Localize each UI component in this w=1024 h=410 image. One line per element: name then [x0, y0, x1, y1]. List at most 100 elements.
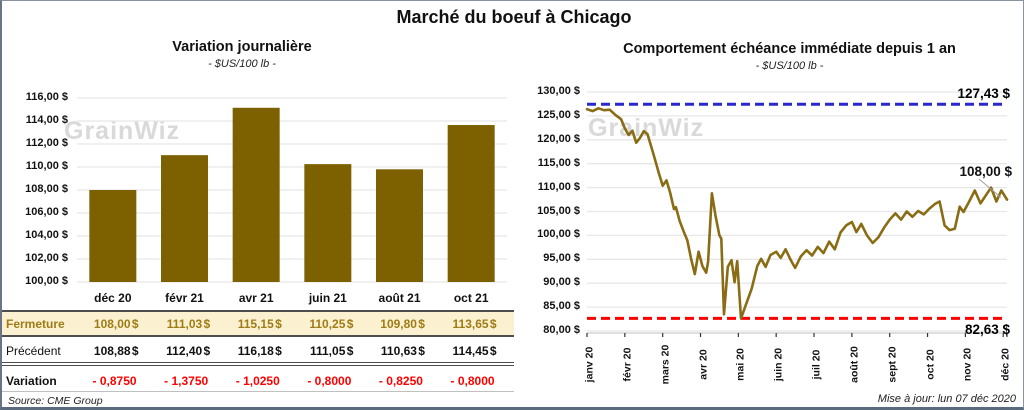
currency-sign: $	[346, 316, 354, 331]
y-tick-label: 114,00 $	[25, 114, 68, 126]
y-tick-label: 116,00 $	[25, 91, 68, 103]
currency-sign: $	[275, 343, 282, 358]
cell-value: 112,40	[166, 343, 203, 358]
currency-sign: $	[203, 343, 211, 358]
table-cell: 116,18 $	[220, 344, 292, 358]
currency-sign: $	[489, 343, 497, 358]
low-reference-label: 82,63 $	[964, 322, 1010, 337]
page-title: Marché du boeuf à Chicago	[396, 7, 632, 27]
x-tick-label: oct 20	[924, 349, 937, 380]
y-tick-label: 125,00 $	[537, 108, 580, 121]
category-label: août 21	[378, 291, 421, 305]
y-tick-label: 85,00 $	[543, 300, 580, 313]
table-row-fermeture: Fermeture 108,00 $111,03 $115,15 $110,25 $109…	[2, 310, 514, 337]
row-label: Fermeture	[6, 316, 65, 331]
table-cell: - 0,8000	[435, 374, 507, 388]
bar-févr 21	[161, 155, 208, 282]
y-tick-label: 105,00 $	[537, 204, 580, 217]
cell-value: 108,88	[93, 343, 131, 358]
cell-value: 109,80	[380, 316, 417, 331]
high-reference-label: 127,43 $	[957, 86, 1010, 101]
category-label: oct 21	[453, 291, 489, 305]
x-tick-label: mars 20	[659, 344, 672, 385]
cell-value: - 1,0250	[235, 373, 280, 388]
x-tick-label: déc 20	[999, 348, 1012, 381]
bar-chart-subtitle: - $US/100 lb -	[208, 58, 276, 70]
cell-value: 111,05	[309, 343, 346, 358]
y-tick-label: 120,00 $	[537, 132, 580, 145]
row-label: Précédent	[6, 343, 61, 358]
source-note: Source: CME Group	[8, 395, 103, 407]
currency-sign: $	[131, 343, 139, 358]
table-cell: - 0,8250	[363, 374, 435, 388]
table-cell: 108,88 $	[77, 344, 149, 358]
table-row-precedent: Précédent 108,88 $112,40 $116,18 $111,05 $110…	[2, 339, 514, 366]
update-note: Mise à jour: lun 07 déc 2020	[877, 393, 1016, 405]
table-cell: 109,80 $	[363, 317, 435, 331]
x-tick-label: avr 20	[697, 349, 709, 380]
x-tick-label: mai 20	[734, 348, 747, 381]
category-label: avr 21	[238, 291, 274, 305]
bar-chart-title: Variation journalière	[172, 39, 312, 55]
grainwiz-watermark-right: GrainWiz	[588, 114, 705, 142]
table-cell: 114,45 $	[435, 344, 507, 358]
currency-sign: $	[489, 316, 497, 331]
x-tick-label: sept 20	[886, 346, 899, 383]
grainwiz-watermark-left: GrainWiz	[64, 117, 181, 145]
y-tick-label: 115,00 $	[537, 156, 580, 169]
bar-oct 21	[447, 125, 495, 283]
price-series	[585, 106, 1009, 320]
table-cell: 113,65 $	[435, 317, 507, 331]
y-tick-label: 102,00 $	[25, 252, 68, 264]
y-tick-label: 100,00 $	[25, 275, 68, 287]
category-label: déc 20	[94, 291, 132, 305]
x-tick-label: févr 20	[621, 347, 634, 382]
cell-value: - 0,8000	[450, 373, 495, 388]
y-tick-label: 80,00 $	[543, 324, 580, 336]
y-tick-label: 106,00 $	[25, 206, 68, 218]
x-tick-label: nov 20	[961, 347, 974, 382]
table-cell: 112,40 $	[149, 344, 221, 358]
y-tick-label: 95,00 $	[543, 252, 580, 265]
y-tick-label: 108,00 $	[25, 183, 68, 195]
currency-sign: $	[418, 343, 425, 358]
bar-juin 21	[304, 164, 352, 282]
category-label: juin 21	[308, 291, 347, 305]
y-tick-label: 110,00 $	[25, 160, 68, 172]
x-tick-label: juin 20	[772, 347, 785, 382]
cell-value: 115,15	[237, 316, 274, 331]
table-cell: 111,03 $	[149, 317, 221, 331]
cell-value: - 0,8000	[307, 373, 352, 388]
cell-value: 110,25	[309, 316, 346, 331]
line-chart-plot	[585, 91, 1009, 337]
currency-sign: $	[418, 316, 425, 331]
category-label: févr 21	[165, 291, 204, 305]
y-tick-label: 104,00 $	[25, 229, 68, 241]
label-leader-line	[978, 178, 1002, 198]
y-tick-label: 100,00 $	[537, 228, 580, 241]
currency-sign: $	[275, 316, 282, 331]
last-value-label: 108,00 $	[959, 164, 1012, 179]
table-cell: - 1,0250	[220, 374, 292, 388]
table-cell: 115,15 $	[220, 317, 292, 331]
table-row-variation: Variation - 0,8750 - 1,3750 - 1,0250 - 0,800…	[2, 370, 514, 392]
y-tick-label: 130,00 $	[537, 85, 580, 97]
y-tick-label: 90,00 $	[543, 276, 580, 289]
table-cell: 110,25 $	[292, 317, 364, 331]
bar-chart-x-axis: déc 20 févr 21 avr 21 juin 21 août 21 oct 21	[77, 291, 507, 305]
cell-value: 111,03	[166, 316, 203, 331]
cell-value: 113,65	[452, 316, 489, 331]
table-cell: 111,05 $	[292, 344, 364, 358]
currency-sign: $	[203, 316, 211, 331]
bar-avr 21	[232, 107, 280, 283]
table-cell: - 0,8750	[77, 374, 149, 388]
table-cell: 108,00 $	[77, 317, 149, 331]
cell-value: - 0,8250	[378, 373, 423, 388]
line-chart-subtitle: - $US/100 lb -	[755, 60, 824, 72]
table-cell: - 0,8000	[292, 374, 364, 388]
line-chart-title: Comportement échéance immédiate depuis 1…	[623, 41, 956, 57]
currency-sign: $	[346, 343, 354, 358]
bar-déc 20	[89, 190, 137, 282]
y-tick-label: 110,00 $	[537, 180, 580, 193]
